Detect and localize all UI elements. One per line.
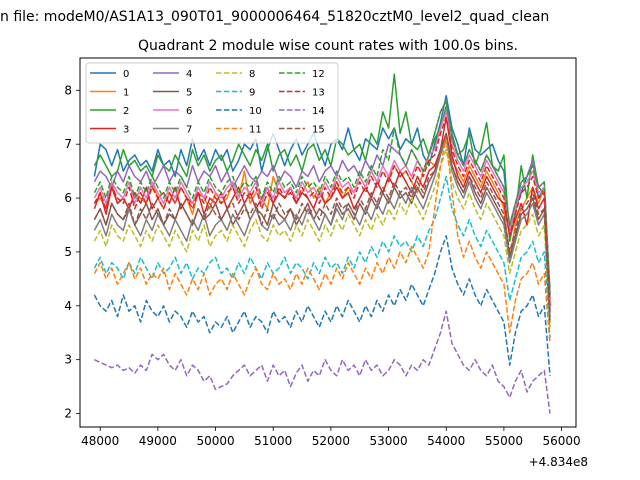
series-line-8 (93, 148, 551, 328)
y-tick-label: 3 (64, 353, 72, 367)
legend-label: 11 (249, 125, 262, 136)
series-line-7 (93, 138, 551, 323)
x-tick-label: 53000 (369, 434, 407, 448)
y-tick-label: 2 (64, 407, 72, 421)
series-line-5 (93, 132, 551, 317)
legend-label: 4 (186, 69, 192, 80)
series-line-14 (94, 310, 551, 414)
x-tick-label: 56000 (542, 434, 580, 448)
series-line-0 (93, 94, 551, 301)
legend-label: 2 (123, 106, 129, 117)
y-tick-label: 7 (64, 137, 72, 151)
legend-label: 8 (249, 69, 255, 80)
legend-label: 14 (312, 106, 325, 117)
plot-area (93, 73, 551, 414)
x-tick-label: 55000 (485, 434, 523, 448)
legend-label: 10 (249, 106, 262, 117)
series-line-3 (93, 116, 551, 312)
legend-box (85, 62, 339, 144)
legend-label: 6 (186, 106, 192, 117)
legend-label: 12 (312, 69, 325, 80)
legend-label: 5 (186, 88, 192, 99)
series-line-12 (93, 100, 551, 296)
legend-label: 9 (249, 88, 255, 99)
legend-label: 1 (123, 88, 129, 99)
series-line-9 (93, 175, 551, 339)
axes-frame (79, 57, 577, 428)
series-line-6 (93, 111, 551, 301)
x-tick-label: 49000 (139, 434, 177, 448)
series-line-13 (93, 116, 551, 306)
legend-label: 7 (186, 125, 192, 136)
x-axis: 48000 49000 50000 51000 52000 53000 54000 55000… (81, 427, 581, 448)
legend-label: 13 (312, 88, 325, 99)
chart-title: Quadrant 2 module wise count rates with … (138, 38, 518, 54)
series-line-2 (93, 73, 551, 290)
x-offset-label: +4.834e8 (529, 455, 588, 469)
series-line-11 (93, 138, 551, 344)
y-tick-label: 6 (64, 191, 72, 205)
series-line-10 (93, 235, 551, 376)
x-tick-label: 50000 (196, 434, 234, 448)
x-tick-label: 48000 (81, 434, 119, 448)
x-tick-label: 54000 (427, 434, 465, 448)
figure-suptitle: n file: modeM0/AS1A13_090T01_9000006464_… (0, 9, 549, 25)
series-line-15 (93, 132, 551, 323)
y-tick-label: 4 (64, 299, 72, 313)
y-axis: 2 3 4 5 6 7 8 (64, 83, 80, 421)
legend-label: 15 (312, 125, 325, 136)
legend-label: 3 (123, 125, 129, 136)
x-tick-label: 51000 (254, 434, 292, 448)
legend-label: 0 (123, 69, 129, 80)
x-tick-label: 52000 (312, 434, 350, 448)
series-line-4 (93, 100, 551, 296)
y-tick-label: 8 (64, 83, 72, 97)
y-tick-label: 5 (64, 245, 72, 259)
